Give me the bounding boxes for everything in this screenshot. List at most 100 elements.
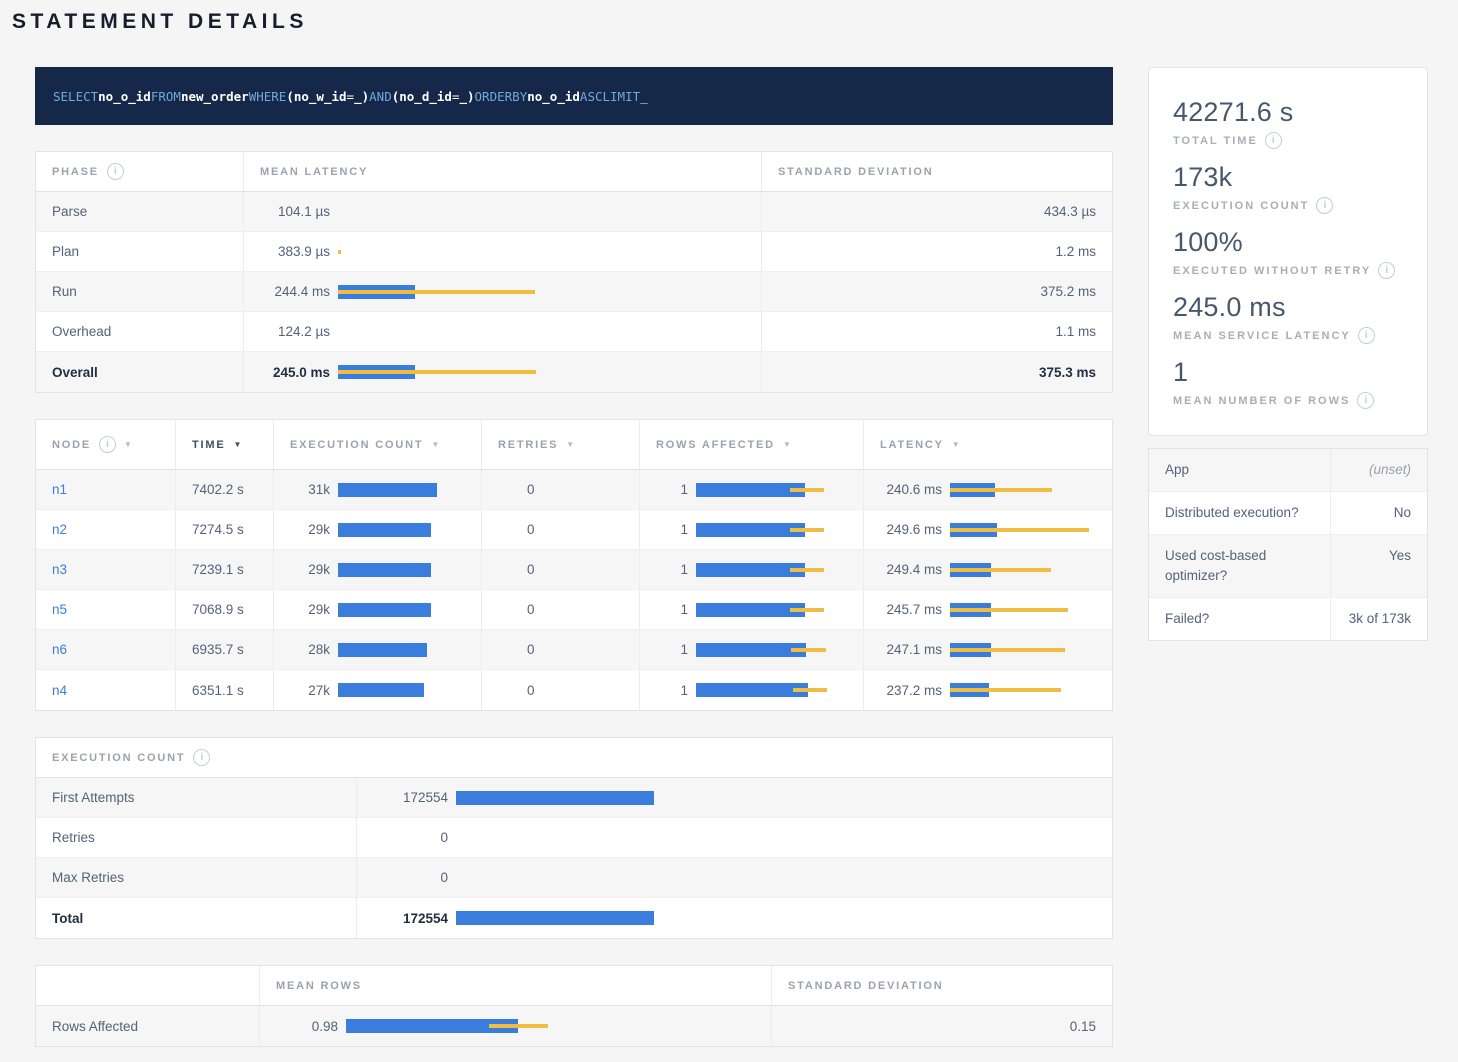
table-row: n46351.1 s27k01237.2 ms	[36, 670, 1112, 710]
node-stats-table: NODE i ▼ TIME ▼ EXECUTION COUNT ▼ RETRIE…	[35, 419, 1113, 711]
stat-label: MEAN SERVICE LATENCY i	[1173, 327, 1403, 344]
sort-arrow-icon[interactable]: ▼	[431, 441, 441, 449]
node-cell: n2	[36, 510, 175, 549]
std-dev-value: 1.2 ms	[761, 232, 1112, 271]
phase-label: Overall	[36, 352, 243, 392]
retries-column-header[interactable]: RETRIES ▼	[481, 420, 639, 469]
info-icon[interactable]: i	[1265, 132, 1282, 149]
phase-label: Plan	[36, 232, 243, 271]
info-icon[interactable]: i	[1357, 392, 1374, 409]
latency-column-header[interactable]: LATENCY ▼	[863, 420, 1112, 469]
stddev-line	[489, 1024, 548, 1028]
execution-count-row-cell: 172554	[356, 898, 1112, 938]
sort-arrow-icon[interactable]: ▼	[233, 441, 243, 449]
info-icon[interactable]: i	[1358, 327, 1375, 344]
table-row: Overhead124.2 µs1.1 ms	[36, 312, 1112, 352]
main-column: SELECT no_o_id FROM new_order WHERE (no_…	[35, 35, 1113, 1047]
bar-chart	[950, 563, 1096, 577]
sort-arrow-icon[interactable]: ▼	[124, 441, 134, 449]
node-link[interactable]: n5	[52, 602, 67, 617]
rows-affected-value: 1	[656, 642, 688, 657]
bar-chart	[338, 683, 465, 697]
execution-count-table: EXECUTION COUNT i First Attempts172554Re…	[35, 737, 1113, 939]
mean-latency-column-label: MEAN LATENCY	[260, 166, 368, 178]
time-value: 6935.7 s	[175, 630, 273, 669]
sql-token: FROM	[151, 89, 181, 104]
node-cell: n1	[36, 470, 175, 509]
side-column: 42271.6 sTOTAL TIMEi173kEXECUTION COUNTi…	[1148, 35, 1428, 641]
time-value: 7068.9 s	[175, 590, 273, 629]
mean-rows-column-header: MEAN ROWS	[259, 966, 771, 1005]
sort-arrow-icon[interactable]: ▼	[566, 441, 576, 449]
stddev-line	[790, 488, 825, 492]
time-value: 6351.1 s	[175, 670, 273, 710]
bar-chart	[338, 563, 465, 577]
stat-label-text: TOTAL TIME	[1173, 135, 1258, 147]
phase-table-body: Parse104.1 µs434.3 µsPlan383.9 µs1.2 msR…	[36, 192, 1112, 392]
mean-bar	[696, 563, 805, 577]
node-link[interactable]: n1	[52, 482, 67, 497]
sort-arrow-icon[interactable]: ▼	[952, 441, 962, 449]
bar-chart	[338, 603, 465, 617]
rows-affected-column-header[interactable]: ROWS AFFECTED ▼	[639, 420, 863, 469]
bar-chart	[696, 683, 847, 697]
time-column-header[interactable]: TIME ▼	[175, 420, 273, 469]
stat-label: EXECUTION COUNTi	[1173, 197, 1403, 214]
phase-label: Run	[36, 272, 243, 311]
mean-bar	[696, 603, 805, 617]
execution-count-cell: 29k	[273, 510, 481, 549]
table-row: n17402.2 s31k01240.6 ms	[36, 470, 1112, 510]
execution-count-row-cell: 172554	[356, 778, 1112, 817]
node-link[interactable]: n3	[52, 562, 67, 577]
sort-arrow-icon[interactable]: ▼	[783, 441, 793, 449]
details-row: Failed?3k of 173k	[1149, 598, 1427, 640]
node-column-header[interactable]: NODE i ▼	[36, 420, 175, 469]
sql-token: _	[640, 89, 648, 104]
sql-token: (no_d_id	[392, 89, 452, 104]
mean-bar	[338, 683, 424, 697]
rows-affected-value: 1	[656, 522, 688, 537]
rows-affected-value: 1	[656, 602, 688, 617]
page-title: STATEMENT DETAILS	[0, 0, 1458, 35]
rows-affected-table-body: Rows Affected0.980.15	[36, 1006, 1112, 1046]
sql-statement: SELECT no_o_id FROM new_order WHERE (no_…	[35, 67, 1113, 125]
node-column-label: NODE	[52, 439, 91, 451]
bar-chart	[338, 365, 745, 379]
info-icon[interactable]: i	[193, 749, 210, 766]
stat-label-text: MEAN SERVICE LATENCY	[1173, 330, 1351, 342]
execution-count-column-header[interactable]: EXECUTION COUNT ▼	[273, 420, 481, 469]
table-row: First Attempts172554	[36, 778, 1112, 818]
node-link[interactable]: n4	[52, 683, 67, 698]
rows-affected-cell: 1	[639, 550, 863, 589]
stddev-line	[950, 608, 1068, 612]
table-row: Retries0	[36, 818, 1112, 858]
info-icon[interactable]: i	[99, 436, 116, 453]
info-icon[interactable]: i	[107, 163, 124, 180]
info-icon[interactable]: i	[1316, 197, 1333, 214]
table-row: n27274.5 s29k01249.6 ms	[36, 510, 1112, 550]
table-row: Overall245.0 ms375.3 ms	[36, 352, 1112, 392]
node-link[interactable]: n6	[52, 642, 67, 657]
mean-latency-cell: 245.0 ms	[243, 352, 761, 392]
sql-token: no_o_id	[527, 89, 580, 104]
retries-value: 0	[481, 550, 639, 589]
std-dev-value: 375.2 ms	[761, 272, 1112, 311]
rows-affected-cell: 1	[639, 630, 863, 669]
node-link[interactable]: n2	[52, 522, 67, 537]
mean-bar	[696, 683, 808, 697]
latency-cell: 249.6 ms	[863, 510, 1112, 549]
latency-cell: 245.7 ms	[863, 590, 1112, 629]
bar-chart	[696, 643, 847, 657]
node-cell: n3	[36, 550, 175, 589]
rows-affected-row-label: Rows Affected	[36, 1006, 259, 1046]
sql-token: ORDER	[475, 89, 513, 104]
latency-value: 247.1 ms	[880, 642, 942, 657]
retries-value: 0	[481, 470, 639, 509]
bar-chart	[696, 483, 847, 497]
stat-label: EXECUTED WITHOUT RETRYi	[1173, 262, 1403, 279]
summary-stats-card: 42271.6 sTOTAL TIMEi173kEXECUTION COUNTi…	[1148, 67, 1428, 436]
execution-count-cell: 28k	[273, 630, 481, 669]
sql-token: new_order	[181, 89, 249, 104]
info-icon[interactable]: i	[1378, 262, 1395, 279]
bar-chart	[338, 245, 745, 259]
